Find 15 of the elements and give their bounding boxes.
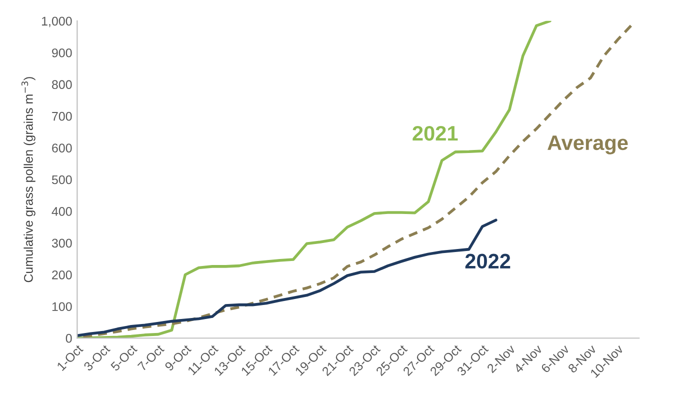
series-label: 2022 (465, 254, 510, 269)
series-label: 2021 (412, 126, 458, 141)
y-tick-label: 300 (52, 238, 72, 248)
y-axis-title: Cumulative grass pollen (grains m$^{−3}$) (21, 77, 36, 282)
y-tick-label: 500 (52, 175, 72, 184)
y-tick-label: 400 (52, 207, 72, 216)
y-tick-label: 0 (66, 334, 72, 343)
y-tick-label: 900 (52, 48, 72, 58)
y-tick-label: 800 (52, 80, 72, 90)
y-tick-label: 100 (52, 302, 72, 312)
y-tick-label: 700 (52, 112, 72, 121)
series-label: Average (548, 136, 628, 154)
y-tick-label: 200 (52, 270, 72, 280)
y-tick-label: 1,000 (42, 16, 72, 28)
y-tick-label: 600 (52, 144, 72, 152)
